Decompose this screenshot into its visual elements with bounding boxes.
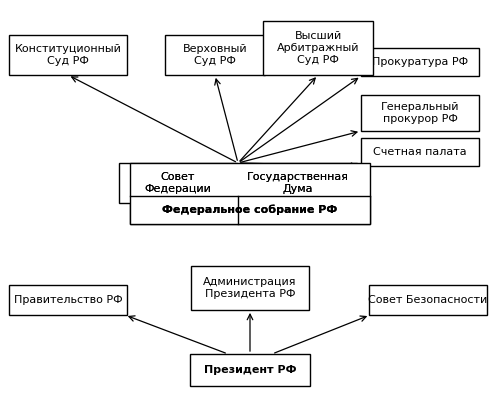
Text: Прокуратура РФ: Прокуратура РФ xyxy=(372,57,468,67)
FancyBboxPatch shape xyxy=(165,35,265,75)
Text: Счетная палата: Счетная палата xyxy=(373,147,467,157)
FancyBboxPatch shape xyxy=(263,21,373,75)
FancyBboxPatch shape xyxy=(130,196,370,224)
Text: Администрация
Президента РФ: Администрация Президента РФ xyxy=(203,277,297,299)
Text: Президент РФ: Президент РФ xyxy=(204,365,296,375)
FancyBboxPatch shape xyxy=(361,48,479,76)
Text: Верховный
Суд РФ: Верховный Суд РФ xyxy=(182,44,248,66)
FancyBboxPatch shape xyxy=(9,35,127,75)
FancyBboxPatch shape xyxy=(119,163,237,203)
FancyBboxPatch shape xyxy=(361,138,479,166)
Text: Совет
Федерации: Совет Федерации xyxy=(144,172,212,194)
Text: Конституционный
Суд РФ: Конституционный Суд РФ xyxy=(14,44,122,66)
FancyBboxPatch shape xyxy=(190,354,310,386)
FancyBboxPatch shape xyxy=(239,163,357,203)
FancyBboxPatch shape xyxy=(369,285,487,315)
FancyBboxPatch shape xyxy=(361,95,479,131)
Text: Федеральное собрание РФ: Федеральное собрание РФ xyxy=(162,205,338,215)
Text: Совет
Федерации: Совет Федерации xyxy=(144,172,212,194)
FancyBboxPatch shape xyxy=(191,266,309,310)
Text: Генеральный
прокурор РФ: Генеральный прокурор РФ xyxy=(381,102,459,124)
Text: Совет Безопасности: Совет Безопасности xyxy=(368,295,488,305)
Text: Федеральное собрание РФ: Федеральное собрание РФ xyxy=(162,205,338,215)
Text: Государственная
Дума: Государственная Дума xyxy=(247,172,349,194)
FancyBboxPatch shape xyxy=(130,163,370,224)
Text: Правительство РФ: Правительство РФ xyxy=(14,295,122,305)
Text: Государственная
Дума: Государственная Дума xyxy=(247,172,349,194)
Text: Высший
Арбитражный
Суд РФ: Высший Арбитражный Суд РФ xyxy=(277,32,359,65)
FancyBboxPatch shape xyxy=(9,285,127,315)
